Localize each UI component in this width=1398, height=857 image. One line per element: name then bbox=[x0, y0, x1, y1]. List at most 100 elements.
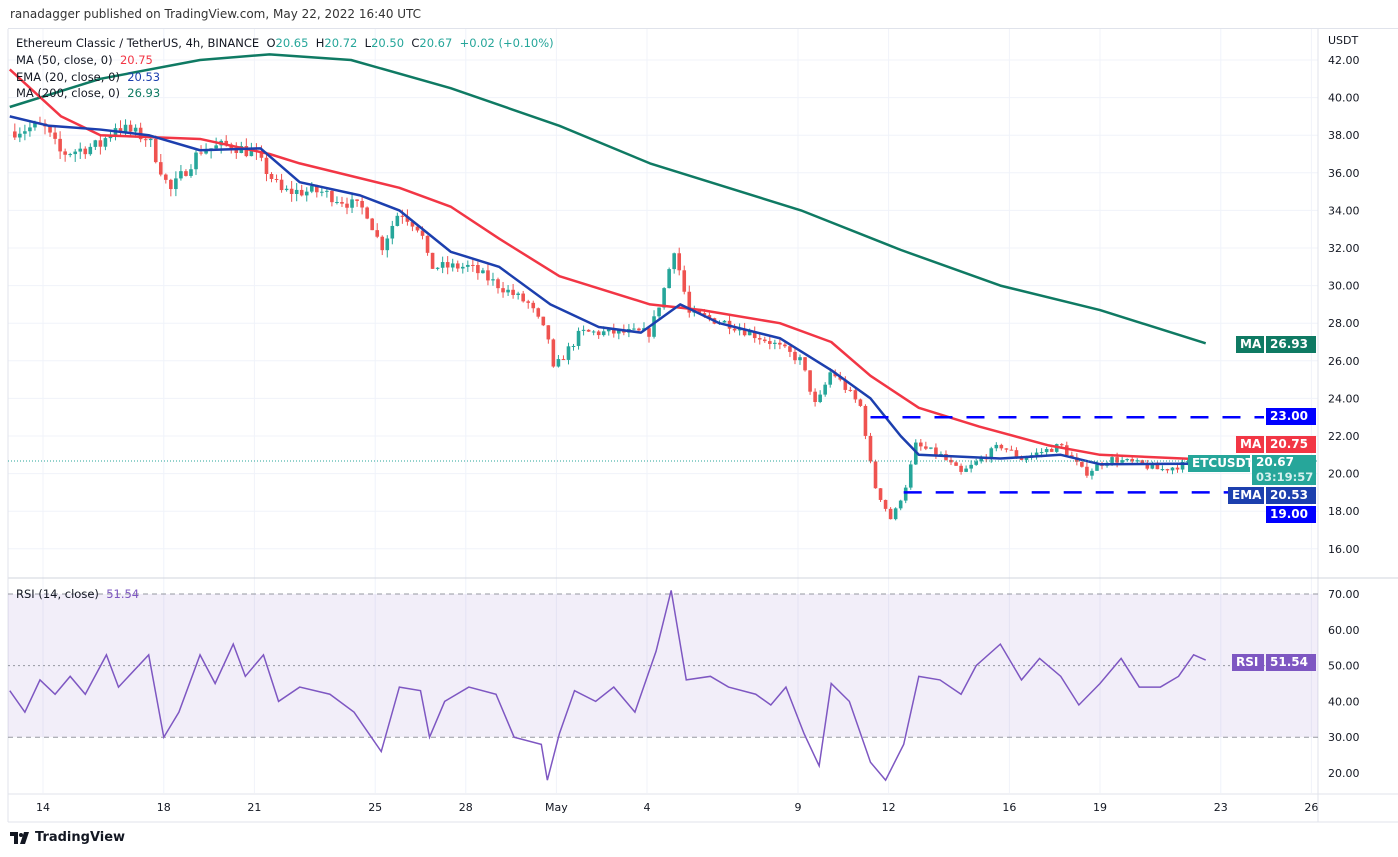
rsi-tick: 40.00 bbox=[1328, 695, 1360, 708]
candle bbox=[858, 399, 863, 406]
ma50-value: 20.75 bbox=[119, 53, 153, 67]
candle bbox=[345, 203, 349, 208]
ema20-legend[interactable]: EMA (20, close, 0) 20.53 bbox=[16, 70, 160, 84]
candle bbox=[33, 122, 37, 128]
candle bbox=[707, 315, 712, 319]
candle bbox=[445, 262, 450, 268]
ma200-tag-label: MA bbox=[1236, 336, 1264, 353]
symbol-tag: ETCUSDT bbox=[1188, 455, 1254, 472]
candle bbox=[526, 301, 531, 303]
candle bbox=[204, 150, 208, 154]
candle bbox=[1085, 466, 1089, 476]
candle bbox=[1125, 459, 1129, 461]
candle bbox=[848, 389, 853, 391]
price-tick: 18.00 bbox=[1328, 505, 1360, 518]
candle bbox=[1004, 448, 1009, 450]
candle bbox=[823, 384, 827, 395]
candle bbox=[672, 253, 676, 270]
candle bbox=[420, 230, 425, 236]
price-tick: 16.00 bbox=[1328, 543, 1360, 556]
candle bbox=[762, 339, 767, 342]
candle bbox=[571, 345, 576, 347]
candle bbox=[647, 328, 651, 337]
candle bbox=[662, 288, 666, 308]
candle bbox=[1044, 448, 1049, 453]
candle bbox=[591, 331, 596, 333]
candle bbox=[496, 279, 500, 289]
price-tick: 28.00 bbox=[1328, 317, 1360, 330]
change-value: +0.02 (+0.10%) bbox=[459, 36, 554, 50]
candle bbox=[148, 138, 153, 141]
candle bbox=[58, 138, 62, 152]
candle bbox=[1024, 457, 1029, 460]
candle bbox=[450, 263, 455, 268]
candle bbox=[1165, 469, 1170, 471]
candle bbox=[863, 405, 868, 436]
price-tick: 42.00 bbox=[1328, 54, 1360, 67]
candle bbox=[843, 379, 848, 390]
candle bbox=[898, 500, 903, 509]
candle bbox=[1160, 469, 1165, 471]
currency-label: USDT bbox=[1328, 34, 1359, 47]
ma50-legend[interactable]: MA (50, close, 0) 20.75 bbox=[16, 53, 153, 67]
candle bbox=[83, 148, 88, 155]
candle bbox=[1170, 467, 1175, 471]
high-label: H bbox=[315, 36, 325, 50]
candle bbox=[385, 238, 390, 251]
ema-tag-label: EMA bbox=[1228, 487, 1264, 504]
candle bbox=[169, 179, 173, 190]
ma50-tag-label: MA bbox=[1236, 436, 1264, 453]
candle bbox=[808, 370, 812, 392]
candle bbox=[455, 263, 460, 269]
open-value: 20.65 bbox=[275, 36, 309, 50]
symbol-title[interactable]: Ethereum Classic / TetherUS, 4h, BINANCE bbox=[16, 36, 260, 50]
ma200-price-tag: 26.93 bbox=[1266, 336, 1316, 353]
candle bbox=[23, 131, 27, 134]
candle bbox=[375, 230, 380, 237]
candle bbox=[400, 215, 405, 217]
candle bbox=[98, 140, 103, 147]
candle bbox=[501, 288, 505, 293]
close-value: 20.67 bbox=[419, 36, 453, 50]
candle bbox=[803, 357, 807, 371]
candle bbox=[440, 262, 445, 268]
candle bbox=[652, 316, 656, 337]
candle bbox=[551, 339, 556, 367]
low-value: 20.50 bbox=[371, 36, 405, 50]
candle bbox=[53, 132, 57, 139]
candle bbox=[939, 454, 943, 456]
candle bbox=[959, 465, 963, 472]
candle bbox=[460, 266, 465, 269]
candle bbox=[1120, 460, 1124, 463]
candle bbox=[128, 124, 133, 132]
candle bbox=[531, 302, 536, 309]
candle bbox=[697, 310, 702, 314]
rsi-tick: 60.00 bbox=[1328, 624, 1360, 637]
candle bbox=[153, 138, 158, 163]
candle bbox=[516, 293, 520, 295]
ma200-legend[interactable]: MA (200, close, 0) 26.93 bbox=[16, 86, 160, 100]
candle bbox=[536, 308, 541, 317]
rsi-legend[interactable]: RSI (14, close) 51.54 bbox=[16, 587, 139, 601]
candle bbox=[999, 444, 1004, 449]
candle bbox=[476, 265, 480, 274]
tradingview-logo[interactable]: TradingView bbox=[10, 830, 125, 845]
candle bbox=[1009, 449, 1014, 451]
level-19-tag: 19.00 bbox=[1266, 506, 1316, 523]
time-tick: 16 bbox=[1002, 801, 1016, 814]
time-tick: 4 bbox=[644, 801, 651, 814]
candle bbox=[737, 329, 742, 331]
candle bbox=[687, 291, 692, 313]
tradingview-logo-icon bbox=[10, 831, 29, 844]
candle bbox=[360, 200, 364, 208]
rsi-value: 51.54 bbox=[106, 587, 140, 601]
candle bbox=[330, 190, 334, 203]
candle bbox=[1049, 448, 1054, 452]
candle bbox=[757, 338, 762, 340]
candle bbox=[788, 346, 792, 352]
candle bbox=[174, 178, 178, 190]
candle bbox=[868, 435, 873, 462]
candle bbox=[340, 202, 344, 204]
rsi-label: RSI (14, close) bbox=[16, 587, 99, 601]
